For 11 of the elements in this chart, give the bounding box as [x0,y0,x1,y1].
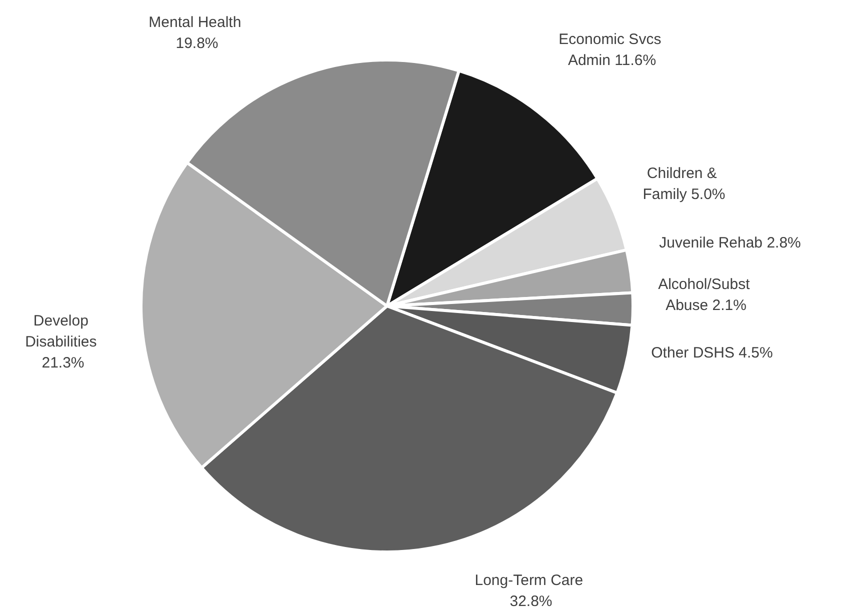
slice-label: Alcohol/Subst Abuse 2.1% [658,276,754,314]
data-label: 19.8% [176,35,218,52]
data-label: 21.3% [42,354,84,372]
slice-label: Children & Family 5.0% [642,165,726,203]
slice-label: Long-Term Care [474,572,588,589]
slice-label: Economic Svcs Admin 11.6% [558,31,666,69]
slice-label: Other DSHS 4.5% [651,344,773,362]
slice-label: Mental Health [148,14,246,31]
slice-label: Juvenile Rehab 2.8% [659,234,801,252]
slice-label: Develop Disabilities [25,312,101,350]
data-label: 32.8% [510,593,552,610]
